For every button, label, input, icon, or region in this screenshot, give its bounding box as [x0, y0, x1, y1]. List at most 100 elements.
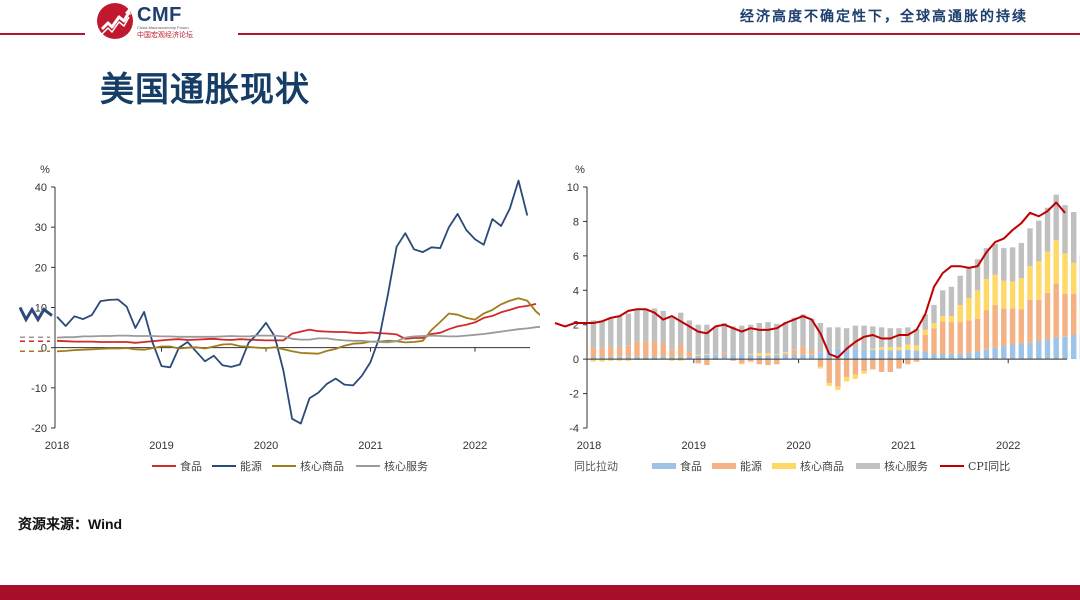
- bar-segment-energy: [660, 343, 666, 357]
- y-tick-label: -20: [31, 423, 47, 435]
- bar-segment-food: [948, 354, 955, 360]
- bar-segment-core-goods: [913, 345, 920, 351]
- bar-segment-core-goods: [1044, 251, 1051, 293]
- logo-subtitle: China Macroeconomy Forum: [137, 25, 189, 30]
- y-tick-label: 20: [35, 262, 47, 274]
- bar-segment-core-services: [835, 327, 841, 349]
- bar-segment-core-services: [599, 320, 605, 348]
- bar-segment-core-goods: [957, 304, 963, 323]
- bar-segment-core-services: [712, 326, 719, 355]
- bar-segment-core-goods: [1009, 281, 1016, 309]
- bar-segment-core-goods: [590, 359, 597, 362]
- bar-segment-core-goods: [625, 359, 631, 361]
- bar-segment-food: [852, 348, 859, 360]
- bar-segment-core-goods: [922, 329, 928, 336]
- bar-segment-food: [643, 356, 649, 360]
- bar-segment-core-goods: [843, 377, 850, 382]
- bar-segment-energy: [782, 353, 789, 355]
- bar-segment-food: [887, 350, 893, 360]
- bar-segment-core-services: [843, 328, 850, 349]
- bar-segment-energy: [1009, 308, 1016, 345]
- bar-segment-food: [817, 352, 824, 360]
- bar-segment-food: [1027, 342, 1033, 360]
- bar-segment-core-services: [922, 314, 928, 330]
- bar-segment-core-services: [660, 310, 666, 344]
- bar-segment-core-services: [1044, 207, 1051, 252]
- bar-segment-energy: [931, 328, 937, 354]
- bar-segment-food: [782, 354, 789, 360]
- bar-segment-core-services: [817, 323, 824, 353]
- bar-segment-energy: [1027, 299, 1033, 343]
- bar-segment-energy: [643, 341, 649, 357]
- bar-segment-core-services: [625, 313, 631, 346]
- bar-segment-energy: [1018, 309, 1024, 344]
- bar-segment-core-goods: [905, 344, 911, 350]
- bar-segment-food: [992, 348, 998, 360]
- bar-segment-core-goods: [940, 316, 946, 322]
- bar-segment-core-services: [1053, 194, 1059, 241]
- legend-swatch-energy: [712, 463, 736, 469]
- y-tick-label: 30: [35, 222, 47, 234]
- bar-segment-core-services: [1071, 212, 1077, 263]
- x-tick-label: 2021: [358, 440, 382, 452]
- bar-segment-food: [1071, 335, 1077, 360]
- page-title: 美国通胀现状: [100, 71, 310, 109]
- bar-segment-food: [678, 356, 684, 360]
- bar-segment-energy: [974, 318, 981, 352]
- component-inflation-line-chart: 403020100-10-20%2018 2019 2020 2021 2022 食品能…: [18, 164, 540, 473]
- logo-chinese-name: 中国宏观经济论坛: [137, 31, 193, 39]
- bar-segment-core-goods: [616, 359, 623, 361]
- x-tick-label: 2019: [682, 440, 706, 452]
- bar-segment-energy: [870, 359, 876, 370]
- bar-segment-core-services: [1001, 248, 1007, 281]
- bar-segment-core-services: [966, 267, 972, 298]
- bar-segment-core-goods: [1027, 266, 1033, 300]
- series-line-core-goods: [56, 297, 540, 355]
- bar-segment-core-services: [878, 327, 885, 348]
- bar-segment-food: [712, 354, 719, 360]
- bar-segment-food: [1018, 343, 1024, 360]
- bar-segment-core-services: [704, 324, 710, 354]
- bar-segment-food: [599, 356, 605, 360]
- bar-segment-core-services: [730, 326, 736, 355]
- bar-segment-food: [878, 349, 885, 360]
- bar-segment-core-goods: [608, 359, 614, 361]
- bar-segment-energy: [835, 359, 841, 387]
- bar-segment-core-goods: [870, 348, 876, 350]
- bar-segment-energy: [905, 359, 911, 365]
- bar-segment-food: [634, 356, 640, 360]
- bar-segment-food: [686, 356, 693, 360]
- bar-segment-energy: [957, 322, 963, 354]
- bar-segment-food: [913, 350, 920, 360]
- bar-segment-core-goods: [774, 354, 780, 355]
- bar-segment-food: [843, 348, 850, 360]
- bar-segment-food: [1009, 344, 1016, 360]
- bar-segment-food: [835, 348, 841, 360]
- bar-segment-food: [730, 354, 736, 360]
- bar-segment-core-services: [756, 323, 762, 354]
- bar-segment-energy: [590, 348, 597, 357]
- bar-segment-food: [940, 354, 946, 360]
- bar-segment-core-goods: [992, 274, 998, 305]
- x-tick-label: 2022: [996, 440, 1020, 452]
- bar-segment-core-goods: [966, 298, 972, 321]
- bar-segment-core-goods: [782, 352, 789, 354]
- cmf-logo: CMF China Macroeconomy Forum 中国宏观经济论坛: [97, 3, 237, 41]
- legend-label: 核心商品: [800, 459, 844, 473]
- bar-segment-energy: [966, 320, 972, 354]
- bar-segment-core-services: [616, 316, 623, 348]
- bar-segment-energy: [791, 349, 797, 355]
- x-tick-label: 2020: [786, 440, 810, 452]
- energy-leader-stub: [18, 306, 53, 323]
- header-divider-left: [0, 33, 85, 35]
- x-tick-label: 2018: [577, 440, 601, 452]
- bar-segment-core-services: [782, 322, 789, 353]
- bar-segment-energy: [817, 359, 824, 367]
- bar-segment-food: [1001, 346, 1007, 360]
- bar-segment-core-goods: [765, 353, 771, 356]
- bar-segment-energy: [634, 341, 640, 357]
- bar-segment-food: [616, 356, 623, 360]
- y-tick-label: 6: [573, 251, 579, 263]
- bar-segment-core-services: [643, 309, 649, 341]
- x-tick-label: 2019: [149, 440, 173, 452]
